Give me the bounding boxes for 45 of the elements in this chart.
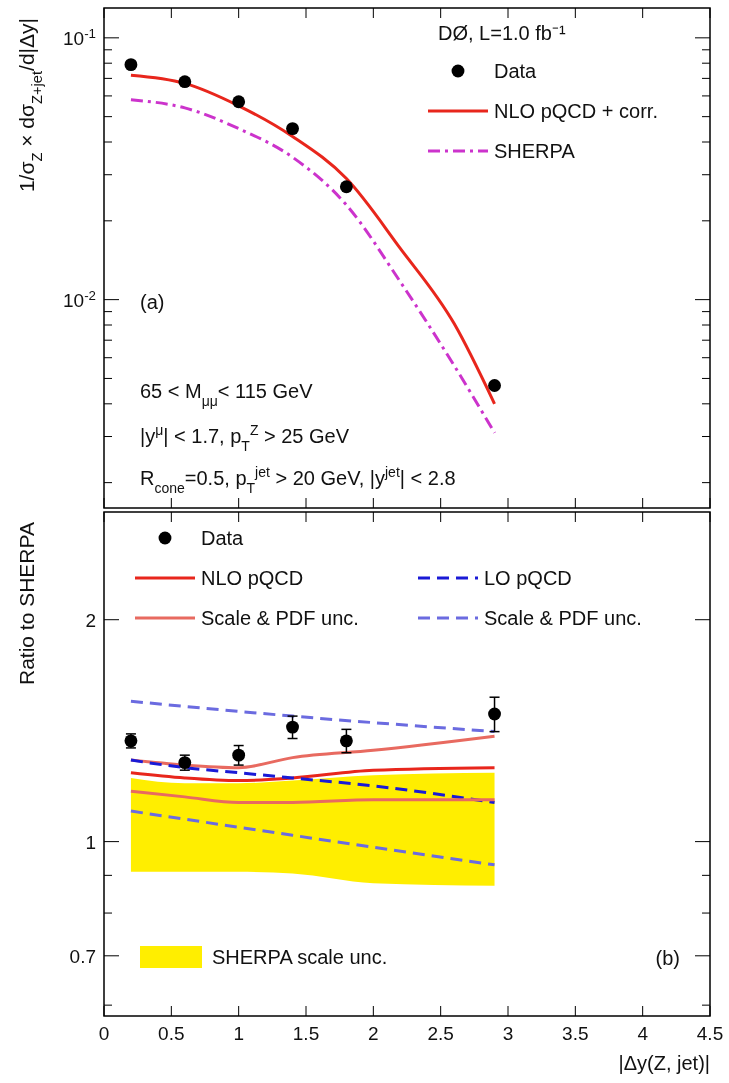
legend-label: LO pQCD [484, 567, 572, 589]
line-series [129, 758, 497, 804]
x-tick-label: 4.5 [696, 1023, 724, 1044]
legend-label: NLO pQCD [201, 567, 304, 589]
annotation: 65 < M$_{μμ}$< 115 GeV [140, 380, 314, 409]
legend-label: Scale & PDF unc. [484, 607, 642, 629]
point [339, 734, 353, 748]
y-tick-label: 1 [85, 831, 96, 853]
y-tick-label: 0.7 [69, 945, 96, 967]
y-tick-label: 2 [85, 609, 96, 631]
point [488, 379, 501, 392]
y-tick-label: 10$^{-1}$ [63, 25, 96, 49]
annotation: (a) [140, 291, 165, 313]
point [178, 75, 192, 89]
legend-label: SHERPA scale unc. [212, 946, 388, 968]
x-tick-label: 3.5 [562, 1023, 589, 1044]
legend-label: NLO pQCD + corr. [494, 100, 658, 122]
legend-label: Data [494, 60, 538, 82]
x-tick-label: 2 [368, 1023, 379, 1044]
annotation: |y$^{μ}$| < 1.7, p$_{T}$$^{Z}$ > 25 GeV [140, 422, 350, 454]
line-series [129, 789, 497, 804]
annotation: (b) [655, 947, 680, 969]
point [286, 720, 299, 734]
point [286, 122, 299, 136]
legend-label: SHERPA [494, 140, 576, 162]
point [124, 58, 138, 72]
annotation: R$_{cone}$=0.5, p$_{T}$$^{jet}$ > 20 GeV, |y$^{jet}$| < 2.8 [140, 464, 456, 496]
annotation: DØ, L=1.0 fb⁻¹ [438, 22, 566, 44]
x-axis-title: |Δy(Z, jet)| [618, 1052, 710, 1074]
line-series [129, 766, 497, 783]
y-axis-title: Ratio to SHERPA [15, 522, 38, 686]
x-tick-label: 4 [637, 1023, 649, 1044]
legend-label: Scale & PDF unc. [201, 607, 359, 629]
point [488, 707, 501, 721]
x-tick-label: 1 [233, 1023, 244, 1044]
point [232, 95, 246, 109]
x-tick-label: 1.5 [292, 1023, 320, 1044]
x-tick-label: 2.5 [427, 1023, 454, 1044]
x-tick-label: 3 [502, 1023, 514, 1044]
point [339, 180, 353, 194]
y-tick-label: 10$^{-2}$ [63, 287, 96, 311]
x-tick-label: 0.5 [158, 1023, 185, 1044]
x-tick-label: 0 [98, 1023, 110, 1044]
point [232, 748, 246, 762]
legend-label: Data [201, 527, 245, 549]
